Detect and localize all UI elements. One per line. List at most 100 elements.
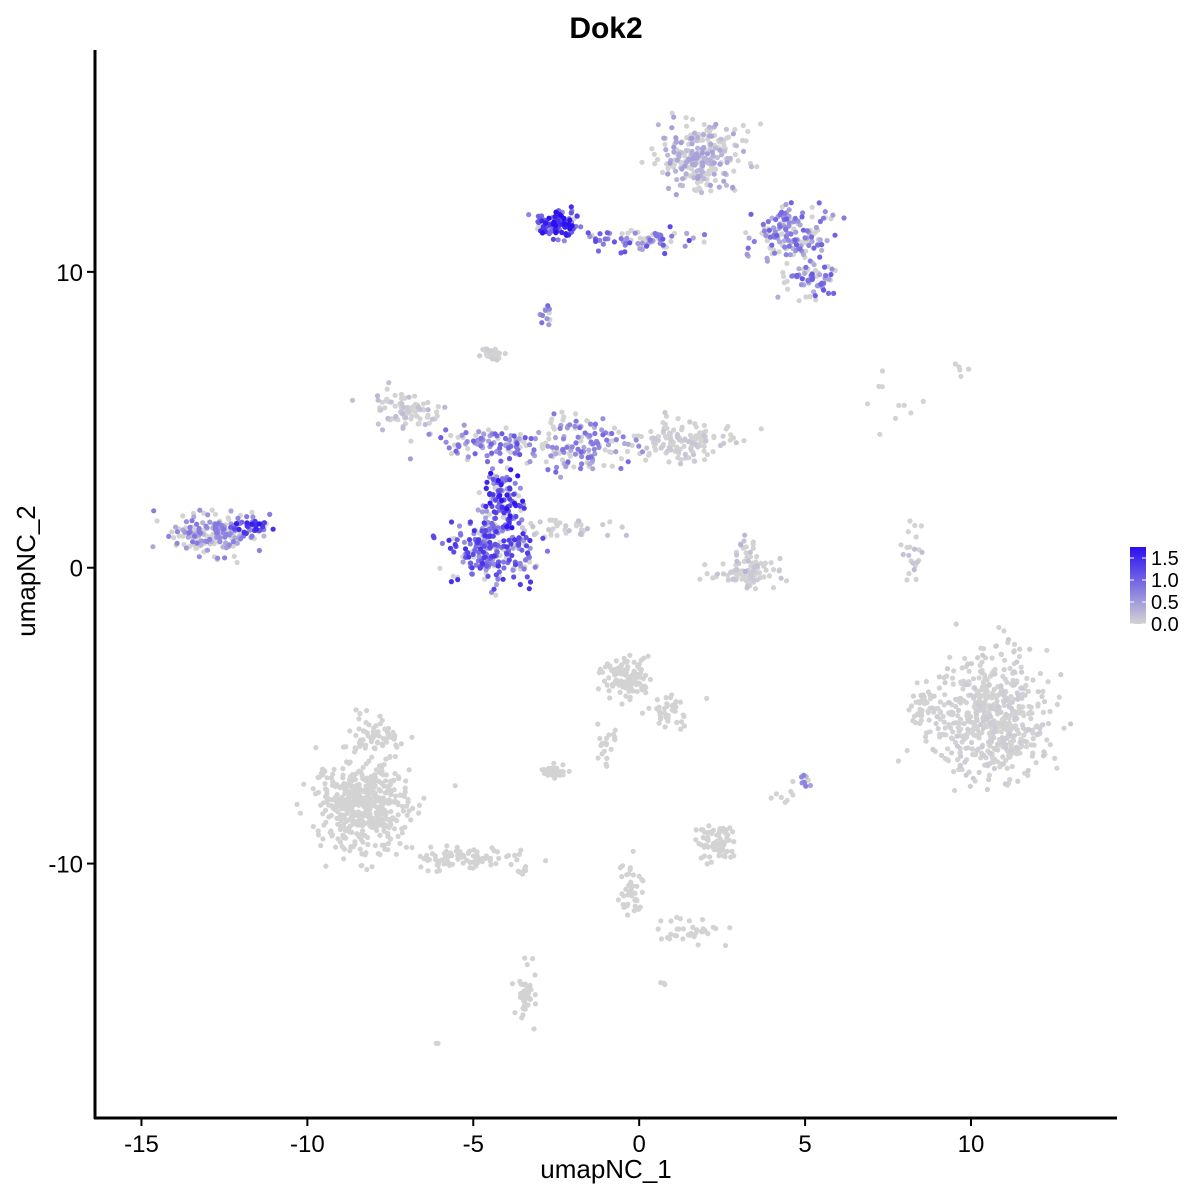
cell-point-c8 xyxy=(496,488,502,494)
cell-point-c1 xyxy=(711,160,717,166)
cell-point-c2 xyxy=(767,234,774,240)
cell-point-c7 xyxy=(446,537,452,543)
cell-point-c10 xyxy=(375,397,381,403)
cell-point-c7 xyxy=(486,533,492,539)
cell-point-c29 xyxy=(707,854,713,860)
cell-point-c20 xyxy=(1001,628,1007,634)
cell-point-c23 xyxy=(428,844,434,850)
cell-point-c20 xyxy=(979,659,985,665)
cell-point-c9 xyxy=(473,432,479,438)
cell-point-c27 xyxy=(603,761,609,767)
cell-point-c20 xyxy=(1041,699,1048,705)
cell-point-c18 xyxy=(741,538,747,544)
cell-point-c16 xyxy=(261,520,267,526)
cell-point-c21 xyxy=(921,700,928,707)
cell-point-c16 xyxy=(233,521,240,527)
cell-point-c20 xyxy=(947,725,954,731)
cell-point-c22 xyxy=(387,817,393,823)
cell-point-c2 xyxy=(816,200,822,206)
cell-point-c20 xyxy=(1045,679,1051,685)
cell-point-c3 xyxy=(809,276,816,282)
cell-point-c7 xyxy=(481,555,487,561)
cell-point-c18 xyxy=(750,539,756,545)
cell-point-c20 xyxy=(978,645,984,651)
cell-point-c20 xyxy=(950,729,956,735)
cell-point-c20 xyxy=(956,728,962,734)
cell-point-c9 xyxy=(464,439,470,445)
cell-point-c12 xyxy=(717,442,724,449)
cell-point-c22 xyxy=(347,759,353,765)
cell-point-c20 xyxy=(959,766,965,773)
cell-point-c17 xyxy=(736,571,742,577)
cell-point-c20 xyxy=(1014,659,1020,665)
cell-point-c20 xyxy=(953,696,959,703)
cell-point-c39 xyxy=(768,795,774,801)
cell-point-c20 xyxy=(972,685,978,691)
cell-point-c5 xyxy=(639,240,645,246)
cell-point-c1 xyxy=(724,159,730,165)
cell-point-c7 xyxy=(493,572,499,578)
cell-point-c26 xyxy=(704,695,710,702)
cell-point-c2 xyxy=(820,215,827,221)
cell-point-c12 xyxy=(644,445,650,451)
cell-point-c15 xyxy=(224,531,230,537)
cell-point-c20 xyxy=(933,721,939,727)
cell-point-c10 xyxy=(425,399,431,406)
cell-point-c8 xyxy=(483,485,489,491)
cell-point-c8 xyxy=(488,470,494,476)
cell-point-c17 xyxy=(756,570,763,576)
cell-point-c1 xyxy=(701,121,707,128)
cell-point-c22 xyxy=(322,794,329,800)
cell-point-c22 xyxy=(357,846,363,852)
cell-point-c12 xyxy=(624,448,631,455)
cell-point-c22 xyxy=(387,782,393,788)
cell-point-c10 xyxy=(374,393,381,399)
cell-point-c9 xyxy=(459,432,465,438)
cell-point-c7 xyxy=(501,565,507,571)
cell-point-c19 xyxy=(914,559,920,565)
cell-point-c1 xyxy=(714,154,721,161)
cell-point-c1 xyxy=(745,128,751,135)
cell-point-c7 xyxy=(508,541,514,547)
cell-point-c22 xyxy=(338,818,344,824)
cell-point-c11 xyxy=(633,437,639,443)
cell-point-c22 xyxy=(342,790,348,796)
cell-point-c22 xyxy=(383,778,389,784)
cell-point-c20 xyxy=(965,726,971,733)
cell-point-c11 xyxy=(578,465,584,472)
cell-point-c20 xyxy=(1018,743,1025,750)
cell-point-c19 xyxy=(918,523,925,529)
cell-point-c22 xyxy=(452,783,458,789)
cell-point-c35 xyxy=(901,402,907,408)
cell-point-c19 xyxy=(904,577,910,583)
cell-point-c1 xyxy=(712,177,718,183)
cell-point-c11 xyxy=(569,444,575,450)
cell-point-c20 xyxy=(998,683,1004,689)
cell-point-c25 xyxy=(639,710,646,716)
cell-point-c7 xyxy=(483,515,489,521)
cell-point-c33 xyxy=(532,972,538,978)
cell-point-c20 xyxy=(1020,725,1026,731)
cell-point-c20 xyxy=(1058,672,1064,678)
cell-point-c15 xyxy=(215,555,221,561)
cell-point-c7 xyxy=(520,531,526,537)
cell-point-c15 xyxy=(209,507,215,513)
cell-point-c8 xyxy=(512,480,518,486)
cell-point-c5 xyxy=(597,237,603,243)
cell-point-c23 xyxy=(467,859,473,866)
cell-point-c7 xyxy=(481,520,487,526)
cell-point-c20 xyxy=(1014,690,1020,696)
cell-point-c22 xyxy=(365,841,371,848)
cell-point-c1 xyxy=(678,140,684,146)
cell-point-c25 xyxy=(613,658,619,664)
cell-point-c4 xyxy=(561,215,567,221)
cell-point-c20 xyxy=(957,762,963,769)
cell-point-c20 xyxy=(1040,722,1046,728)
cell-point-c15 xyxy=(201,510,207,516)
cell-point-c2 xyxy=(786,243,792,249)
cell-point-c12 xyxy=(703,428,709,434)
cell-point-c29 xyxy=(698,842,704,848)
legend-tick-label: 1.5 xyxy=(1151,548,1179,570)
cell-point-c22 xyxy=(376,809,382,815)
cell-point-c9 xyxy=(438,435,444,441)
